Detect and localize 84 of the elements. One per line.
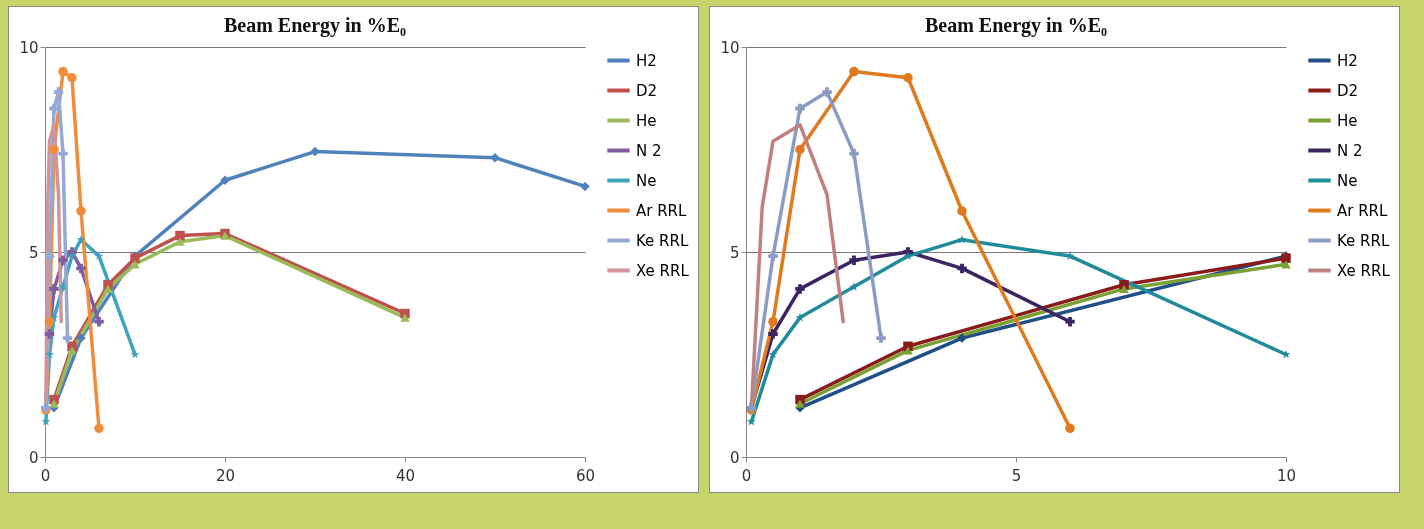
point — [490, 152, 500, 163]
point — [957, 234, 967, 244]
legend-label: He — [636, 111, 657, 130]
legend-label: Ar RRL — [636, 201, 688, 220]
point — [903, 73, 913, 83]
point — [44, 251, 55, 261]
point — [876, 333, 886, 343]
point — [103, 284, 113, 294]
point — [76, 206, 86, 216]
point — [94, 423, 104, 434]
point — [58, 282, 68, 291]
y-tick-label: 0 — [28, 448, 39, 467]
point — [768, 316, 778, 327]
point — [49, 144, 59, 155]
point — [44, 349, 55, 359]
point — [795, 399, 805, 408]
legend-label: He — [1337, 111, 1358, 130]
chart-title: Beam Energy in %E₀ — [924, 14, 1108, 37]
x-tick-label: 20 — [215, 466, 236, 485]
y-tick-label: 10 — [720, 38, 740, 57]
point — [849, 255, 859, 265]
legend-label: Ar RRL — [1337, 201, 1389, 220]
point — [1065, 316, 1075, 327]
point — [58, 255, 68, 265]
legend-label: Ne — [636, 171, 657, 190]
point — [746, 417, 756, 426]
point — [768, 251, 778, 261]
legend-label: D2 — [1337, 81, 1359, 100]
point — [53, 87, 64, 97]
point — [62, 333, 73, 343]
y-tick-label: 5 — [729, 243, 740, 262]
point — [175, 230, 185, 241]
x-tick-label: 5 — [1011, 466, 1022, 485]
point — [49, 399, 59, 408]
legend-label: Ne — [1337, 171, 1358, 190]
point — [849, 282, 859, 291]
x-tick-label: 10 — [1276, 466, 1297, 485]
y-tick-label: 10 — [19, 38, 39, 57]
point — [580, 181, 590, 192]
point — [822, 87, 832, 97]
legend-label: Xe RRL — [1337, 261, 1391, 280]
point — [400, 313, 410, 322]
x-tick-label: 60 — [575, 466, 596, 485]
legend-label: D2 — [636, 81, 658, 100]
point — [44, 329, 55, 339]
legend-label: H2 — [1337, 51, 1358, 70]
x-tick-label: 40 — [395, 466, 416, 485]
x-tick-label: 0 — [40, 466, 51, 485]
point — [49, 103, 59, 114]
point — [67, 73, 77, 83]
point — [58, 66, 68, 77]
point — [768, 329, 778, 339]
legend-label: Ke RRL — [1337, 231, 1390, 250]
point — [130, 349, 140, 359]
point — [58, 148, 68, 159]
point — [903, 346, 913, 355]
point — [849, 66, 859, 77]
point — [44, 316, 55, 327]
chart-title: Beam Energy in %E₀ — [223, 14, 407, 37]
point — [175, 237, 185, 246]
point — [76, 263, 86, 274]
point — [795, 144, 805, 155]
y-tick-label: 0 — [729, 448, 740, 467]
legend-label: Ke RRL — [636, 231, 689, 250]
point — [795, 312, 805, 322]
point — [957, 206, 967, 216]
point — [795, 284, 805, 294]
point — [957, 263, 967, 274]
point — [1065, 423, 1075, 434]
legend-label: N 2 — [636, 141, 662, 160]
point — [795, 103, 805, 114]
point — [768, 349, 778, 359]
point — [67, 346, 77, 355]
legend-label: N 2 — [1337, 141, 1363, 160]
point — [76, 234, 86, 244]
point — [849, 148, 859, 159]
legend-label: Xe RRL — [636, 261, 690, 280]
point — [94, 316, 104, 327]
y-tick-label: 5 — [28, 243, 39, 262]
point — [49, 284, 59, 294]
x-tick-label: 0 — [741, 466, 752, 485]
point — [310, 146, 320, 157]
point — [1119, 284, 1129, 294]
legend-label: H2 — [636, 51, 657, 70]
